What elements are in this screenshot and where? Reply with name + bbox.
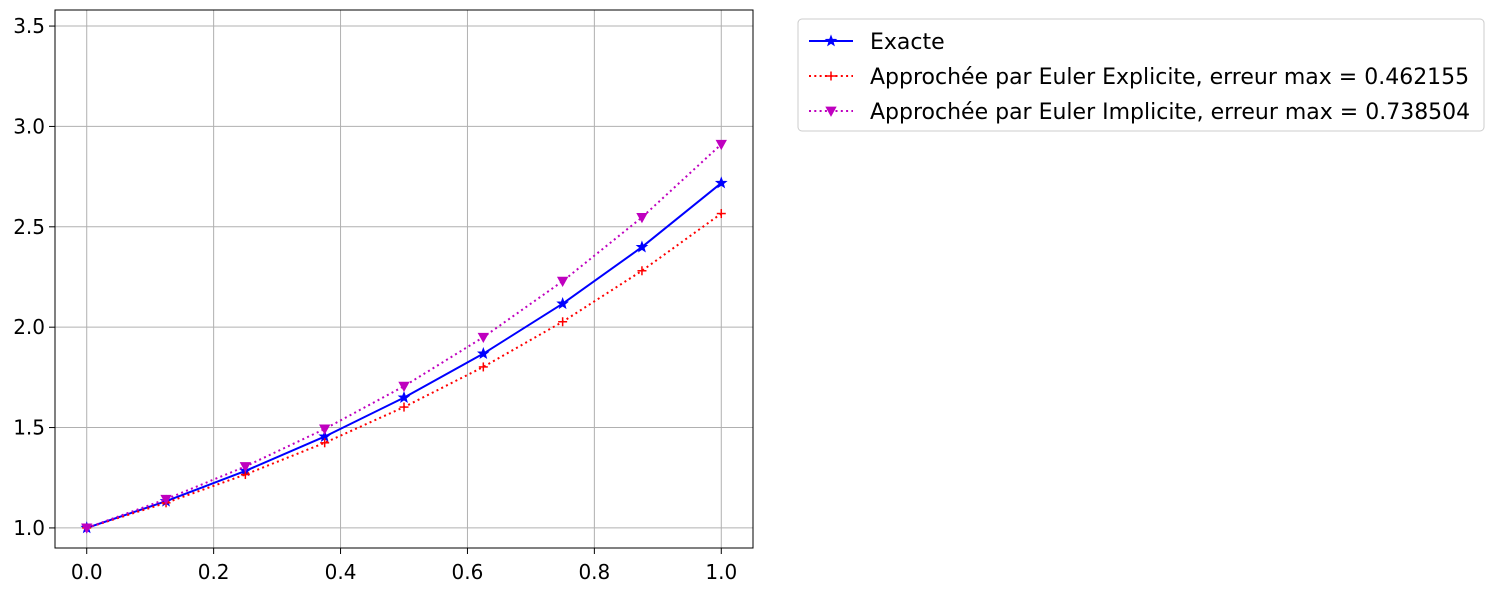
x-tick-label: 1.0 (705, 560, 737, 584)
y-tick-label: 1.0 (13, 516, 45, 540)
series-2-point (478, 362, 488, 372)
series-3-point (398, 381, 410, 393)
series-3-point (239, 462, 252, 473)
series-2-point (716, 209, 726, 219)
series-3-point (715, 139, 727, 151)
x-tick-label: 0.0 (71, 560, 103, 584)
legend-item: Exacte (809, 30, 945, 55)
x-tick-label: 0.4 (325, 560, 357, 584)
series-3-point (81, 523, 93, 534)
legend-marker (825, 106, 837, 117)
x-tick-label: 0.8 (578, 560, 610, 584)
series-1-point (556, 297, 569, 310)
series-2-point (558, 317, 568, 327)
grid (55, 10, 753, 548)
series-3-point (319, 424, 331, 435)
plot-series (80, 139, 728, 534)
series-2-point (320, 438, 330, 448)
series-2-line (86, 212, 722, 529)
x-tick-label: 0.6 (452, 560, 484, 584)
series-3-point (160, 494, 172, 506)
series-2-point (637, 266, 647, 276)
legend-item: Approchée par Euler Explicite, erreur ma… (809, 65, 1469, 90)
legend-marker (826, 71, 836, 81)
legend-label: Exacte (870, 30, 945, 55)
series-3-point (556, 276, 569, 288)
plot-frame (54, 9, 754, 549)
legend-box (797, 18, 1485, 132)
y-tick-label: 2.0 (13, 315, 45, 339)
series-3-point (477, 332, 489, 344)
y-tick-label: 2.5 (13, 215, 45, 239)
legend: Exacte Approchée par Euler Explicite, err… (797, 18, 1485, 132)
y-tick-label: 3.5 (13, 14, 45, 38)
series-1 (80, 176, 728, 534)
x-tick-label: 0.2 (198, 560, 230, 584)
series-3-point (636, 212, 648, 224)
legend-label: Approchée par Euler Explicite, erreur ma… (870, 65, 1469, 90)
series-1-line (86, 182, 722, 529)
y-tick-label: 3.0 (13, 114, 45, 138)
series-2 (82, 209, 726, 533)
axis-ticks: 0.0 0.2 0.4 0.6 0.8 1.0 1.0 1.5 2.0 2.5 3.0 3.5 (13, 14, 737, 584)
series-1-point (397, 390, 411, 404)
series-1-point (714, 176, 728, 189)
series-3-line (86, 143, 722, 529)
legend-label: Approchée par Euler Implicite, erreur ma… (870, 100, 1470, 125)
legend-marker (824, 34, 838, 47)
y-tick-label: 1.5 (13, 416, 45, 440)
series-1-point (635, 240, 649, 253)
series-1-point (476, 347, 490, 360)
series-2-point (399, 402, 409, 412)
legend-item: Approchée par Euler Implicite, erreur ma… (809, 100, 1470, 125)
series-3 (81, 139, 727, 534)
